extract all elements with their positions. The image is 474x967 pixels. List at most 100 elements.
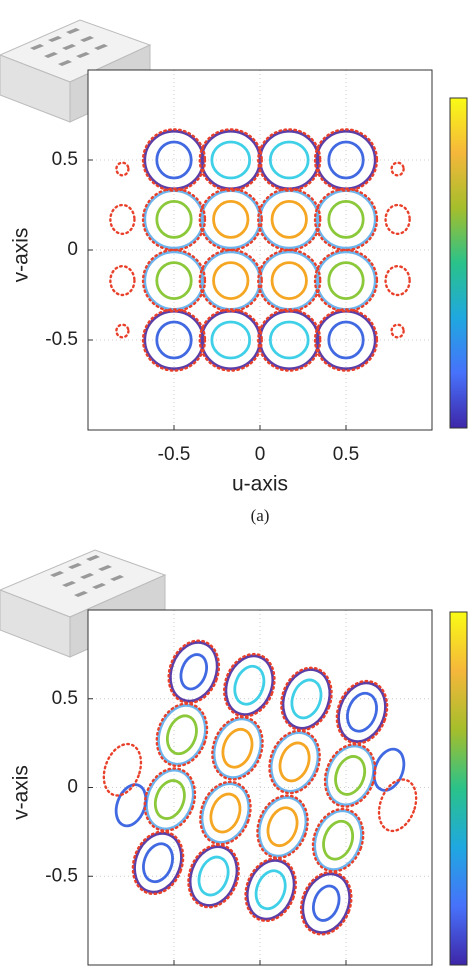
x-axis-label: u-axis (232, 473, 288, 496)
contour-line (155, 140, 193, 180)
y-tick-label: -0.5 (45, 865, 78, 886)
contour-line (256, 794, 309, 860)
contour-line (198, 248, 263, 313)
contour-line (155, 261, 193, 301)
contour-line (102, 742, 143, 797)
contour-line (325, 744, 375, 807)
contour-line (145, 768, 195, 831)
contour-line (335, 679, 389, 745)
x-tick-label: 0 (255, 444, 266, 465)
y-tick-label: 0 (67, 239, 78, 260)
contour-line (313, 809, 363, 871)
contour-line (257, 795, 308, 858)
x-tick-label: -0.5 (158, 444, 191, 465)
contour-line (197, 855, 230, 897)
y-tick-label: 0.5 (52, 688, 78, 709)
contour-line (268, 729, 321, 795)
contour-line (198, 308, 263, 372)
contour-line (327, 199, 365, 239)
contour-line (323, 743, 377, 808)
contour-line (168, 641, 219, 703)
contour-line (167, 639, 221, 705)
contour-line (268, 140, 310, 180)
contour-line (270, 261, 308, 301)
colormap-swatch (450, 98, 467, 428)
contour-line (258, 309, 320, 371)
contour-line (372, 747, 406, 792)
contour-line (155, 199, 193, 239)
contour-line (281, 668, 332, 730)
contour-line (266, 806, 299, 848)
plot: -0.5 0 0.5 v-axis (10, 609, 468, 966)
contour-line (315, 189, 377, 250)
contours (109, 128, 411, 372)
contour-line (257, 187, 322, 252)
axes-box (87, 609, 433, 966)
contour-line (141, 248, 207, 313)
contour-line (212, 199, 250, 239)
contour-line (268, 320, 310, 360)
contour-line (209, 792, 242, 834)
contour-line (257, 308, 322, 372)
contour-line (224, 654, 275, 717)
contour-line (133, 831, 183, 894)
y-axis-label: v-axis (10, 765, 33, 820)
contour-line (278, 741, 311, 783)
contour-line (210, 140, 252, 180)
contour-line (384, 265, 411, 297)
colorbar (449, 97, 468, 429)
contour-line (311, 884, 341, 922)
contour-line (199, 780, 252, 846)
contour-line (313, 187, 379, 252)
contour-line (254, 869, 287, 911)
contour-line (313, 248, 379, 313)
axes-box (87, 69, 433, 431)
contour-line (313, 308, 379, 372)
contour-line (270, 199, 308, 239)
contour-line (188, 845, 239, 907)
contour-line (258, 189, 320, 250)
contour-line (311, 807, 365, 873)
contour-line (390, 323, 405, 339)
contour-line (299, 870, 353, 936)
contour-line (322, 819, 355, 861)
contour-line (210, 320, 252, 360)
contour-line (244, 857, 297, 923)
colorbar-frame (449, 97, 468, 429)
contour-line (233, 664, 266, 706)
colorbar (449, 611, 468, 966)
contour-line (346, 691, 378, 733)
contour-line (315, 309, 377, 371)
contour-line (179, 653, 209, 691)
contour-line (334, 755, 367, 796)
contour-line (290, 678, 323, 720)
contour-line (155, 320, 193, 360)
y-tick-label: 0 (67, 777, 78, 798)
contour-line (165, 714, 198, 756)
contour-line (301, 872, 352, 934)
contour-line (200, 782, 251, 844)
contour-line (257, 248, 322, 313)
colormap-swatch (450, 612, 467, 965)
contour-line (109, 265, 136, 297)
contour-line (115, 161, 130, 177)
contour-line (223, 652, 276, 718)
contour-line (327, 140, 365, 180)
contour-line (109, 203, 136, 235)
contour-line (198, 128, 263, 192)
contour-line (115, 323, 130, 339)
contour-line (212, 717, 263, 780)
plot: -0.5 0 0.5 -0.5 0 0.5 v-axis u-axis (a) (10, 69, 468, 525)
caption: (a) (251, 506, 270, 525)
contour-line (245, 858, 296, 921)
contour-line (131, 830, 185, 896)
colorbar-frame (449, 611, 468, 966)
contour-line (211, 715, 264, 781)
contour-line (377, 778, 418, 833)
contour-line (143, 767, 197, 832)
contours (102, 639, 418, 936)
contour-line (337, 681, 387, 744)
contour-line (143, 189, 205, 250)
y-axis-label: v-axis (10, 228, 33, 283)
contour-line (257, 128, 322, 192)
